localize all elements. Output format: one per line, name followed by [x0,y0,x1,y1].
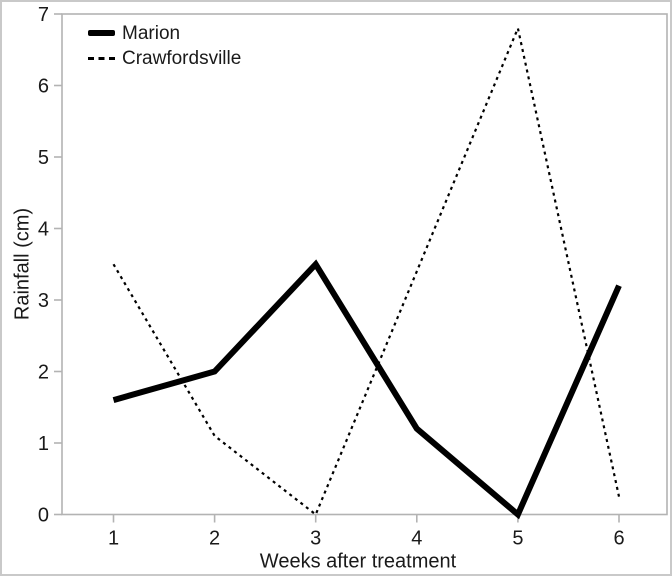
y-tick-label: 5 [38,147,49,169]
legend-item-crawfordsville: Crawfordsville [88,46,241,70]
y-tick-label: 4 [38,219,49,241]
plot-border [61,13,668,516]
x-tick-label: 3 [310,528,321,550]
dashed-line-swatch [88,56,115,60]
x-tick-label: 1 [108,528,119,550]
series-line-marion [112,259,622,520]
solid-line-swatch [88,30,115,36]
y-tick-label: 7 [38,4,49,26]
y-tick-label: 3 [38,290,49,312]
x-tick-label: 6 [613,528,624,550]
x-tick-label: 2 [209,528,220,550]
y-tick-label: 6 [38,76,49,98]
series-line-crawfordsville [112,24,621,517]
legend-label-crawfordsville: Crawfordsville [122,47,242,69]
y-tick-label: 1 [38,433,49,455]
legend: Marion Crawfordsville [88,21,241,70]
x-axis-title: Weeks after treatment [259,550,457,573]
y-tick-label: 0 [38,505,49,527]
x-tick-label: 4 [411,528,422,550]
legend-item-marion: Marion [88,21,241,45]
y-tick-label: 2 [38,362,49,384]
x-tick-label: 5 [512,528,523,550]
legend-label-marion: Marion [122,22,181,44]
y-axis-title: Rainfall (cm) [11,207,34,321]
